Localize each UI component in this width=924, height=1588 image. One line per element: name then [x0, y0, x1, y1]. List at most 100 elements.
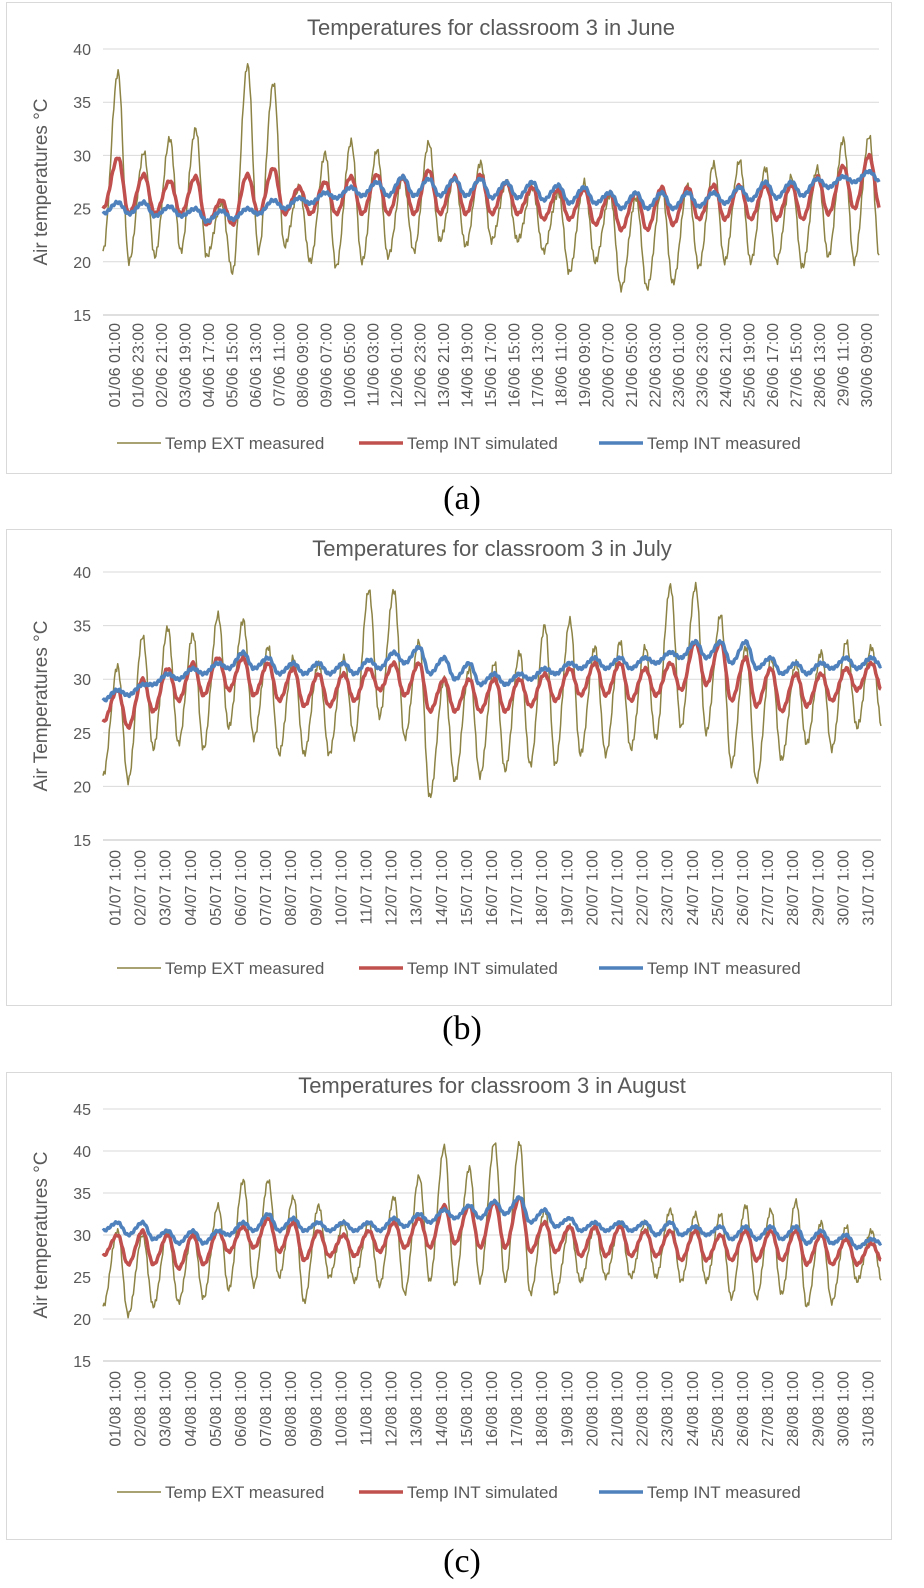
- series-line-1: [102, 63, 880, 293]
- x-tick-label: 24/06 21:00: [718, 323, 735, 408]
- caption-a: (a): [443, 480, 481, 517]
- x-tick-label: 10/08 1:00: [333, 1371, 350, 1447]
- x-tick-label: 05/06 15:00: [224, 323, 241, 408]
- x-tick-label: 27/06 15:00: [789, 323, 806, 408]
- series-line-2: [101, 152, 881, 233]
- x-tick-label: 22/07 1:00: [635, 850, 652, 926]
- x-tick-label: 05/08 1:00: [208, 1371, 225, 1447]
- x-tick-label: 10/07 1:00: [333, 850, 350, 926]
- caption-b: (b): [442, 1010, 482, 1047]
- x-tick-label: 18/07 1:00: [534, 850, 551, 926]
- x-tick-label: 21/07 1:00: [609, 850, 626, 926]
- x-tick-label: 31/07 1:00: [860, 850, 877, 926]
- x-tick-label: 28/06 13:00: [812, 323, 829, 408]
- x-tick-label: 15/08 1:00: [459, 1371, 476, 1447]
- x-tick-label: 07/06 11:00: [271, 323, 288, 406]
- x-tick-label: 27/07 1:00: [760, 850, 777, 926]
- x-tick-label: 03/07 1:00: [158, 850, 175, 926]
- x-tick-label: 09/07 1:00: [308, 850, 325, 926]
- x-tick-label: 20/07 1:00: [584, 850, 601, 926]
- y-tick-label: 20: [73, 255, 91, 272]
- x-tick-label: 17/08 1:00: [509, 1371, 526, 1447]
- x-tick-label: 06/08 1:00: [233, 1371, 250, 1447]
- legend-label-1: Temp EXT measured: [165, 959, 324, 978]
- x-tick-label: 16/07 1:00: [484, 850, 501, 926]
- x-tick-label: 27/08 1:00: [760, 1371, 777, 1447]
- series-line-3: [101, 1195, 883, 1251]
- legend-label-2: Temp INT simulated: [407, 959, 558, 978]
- x-tick-label: 30/08 1:00: [835, 1371, 852, 1447]
- x-tick-label: 13/07 1:00: [409, 850, 426, 926]
- x-tick-label: 19/07 1:00: [559, 850, 576, 926]
- series-line-1: [102, 581, 882, 799]
- x-tick-label: 30/07 1:00: [835, 850, 852, 926]
- legend-label-3: Temp INT measured: [647, 434, 801, 453]
- x-tick-label: 11/07 1:00: [359, 850, 376, 925]
- x-tick-label: 26/06 17:00: [765, 323, 782, 408]
- x-tick-label: 26/07 1:00: [735, 850, 752, 926]
- x-tick-label: 20/08 1:00: [584, 1371, 601, 1447]
- x-tick-label: 25/08 1:00: [710, 1371, 727, 1447]
- x-tick-label: 02/06 21:00: [154, 323, 171, 408]
- x-tick-label: 23/07 1:00: [660, 850, 677, 926]
- series-line-2: [101, 638, 882, 730]
- x-tick-label: 25/06 19:00: [742, 323, 759, 408]
- x-tick-label: 23/08 1:00: [660, 1371, 677, 1447]
- x-tick-label: 14/08 1:00: [434, 1371, 451, 1447]
- y-tick-label: 15: [73, 833, 91, 850]
- y-tick-label: 35: [73, 95, 91, 112]
- y-tick-label: 20: [73, 779, 91, 796]
- x-tick-label: 01/06 01:00: [107, 323, 124, 408]
- y-axis-label: Air temperatures °C: [31, 1151, 52, 1318]
- x-tick-label: 08/07 1:00: [283, 850, 300, 926]
- x-tick-label: 28/08 1:00: [785, 1371, 802, 1447]
- x-tick-label: 05/07 1:00: [208, 850, 225, 926]
- x-tick-label: 29/08 1:00: [810, 1371, 827, 1447]
- x-tick-label: 13/08 1:00: [409, 1371, 426, 1447]
- x-tick-label: 21/06 05:00: [624, 323, 641, 408]
- x-tick-label: 08/08 1:00: [283, 1371, 300, 1447]
- x-tick-label: 04/08 1:00: [183, 1371, 200, 1447]
- y-tick-label: 45: [73, 1102, 91, 1119]
- series-line-2: [101, 1195, 882, 1271]
- y-axis-label: Air Temperatures °C: [31, 621, 52, 792]
- legend-label-3: Temp INT measured: [647, 1483, 801, 1502]
- x-tick-label: 17/06 13:00: [530, 323, 547, 408]
- legend-label-1: Temp EXT measured: [165, 434, 324, 453]
- x-tick-label: 29/06 11:00: [836, 323, 853, 406]
- x-tick-label: 11/06 03:00: [365, 323, 382, 406]
- x-tick-label: 02/07 1:00: [133, 850, 150, 926]
- y-tick-label: 30: [73, 672, 91, 689]
- x-tick-label: 12/06 23:00: [412, 323, 429, 408]
- x-tick-label: 18/08 1:00: [534, 1371, 551, 1447]
- x-tick-label: 24/08 1:00: [685, 1371, 702, 1447]
- x-tick-label: 28/07 1:00: [785, 850, 802, 926]
- x-tick-label: 11/08 1:00: [359, 1371, 376, 1446]
- x-tick-label: 22/06 03:00: [648, 323, 665, 408]
- x-tick-label: 31/08 1:00: [860, 1371, 877, 1447]
- y-tick-label: 20: [73, 1312, 91, 1329]
- x-tick-label: 14/07 1:00: [434, 850, 451, 926]
- x-tick-label: 07/08 1:00: [258, 1371, 275, 1447]
- legend-label-1: Temp EXT measured: [165, 1483, 324, 1502]
- chart-panel-august: Temperatures for classroom 3 in August Ai…: [6, 1072, 892, 1540]
- x-tick-label: 09/06 07:00: [318, 323, 335, 408]
- y-tick-label: 25: [73, 202, 91, 219]
- legend-label-3: Temp INT measured: [647, 959, 801, 978]
- x-tick-label: 10/06 05:00: [342, 323, 359, 408]
- x-tick-label: 01/06 23:00: [130, 323, 147, 408]
- y-tick-label: 35: [73, 619, 91, 636]
- x-tick-label: 26/08 1:00: [735, 1371, 752, 1447]
- x-tick-label: 03/08 1:00: [158, 1371, 175, 1447]
- x-tick-label: 06/06 13:00: [248, 323, 265, 408]
- x-tick-label: 25/07 1:00: [710, 850, 727, 926]
- y-tick-label: 40: [73, 565, 91, 582]
- y-tick-label: 25: [73, 1270, 91, 1287]
- chart-august: Temperatures for classroom 3 in August Ai…: [31, 1073, 883, 1502]
- x-tick-label: 15/06 17:00: [483, 323, 500, 408]
- chart-july: Temperatures for classroom 3 in July Air …: [31, 536, 883, 978]
- chart-title: Temperatures for classroom 3 in August: [298, 1073, 686, 1098]
- x-tick-label: 30/06 09:00: [859, 323, 876, 408]
- x-tick-label: 18/06 11:00: [554, 323, 571, 406]
- x-tick-label: 06/07 1:00: [233, 850, 250, 926]
